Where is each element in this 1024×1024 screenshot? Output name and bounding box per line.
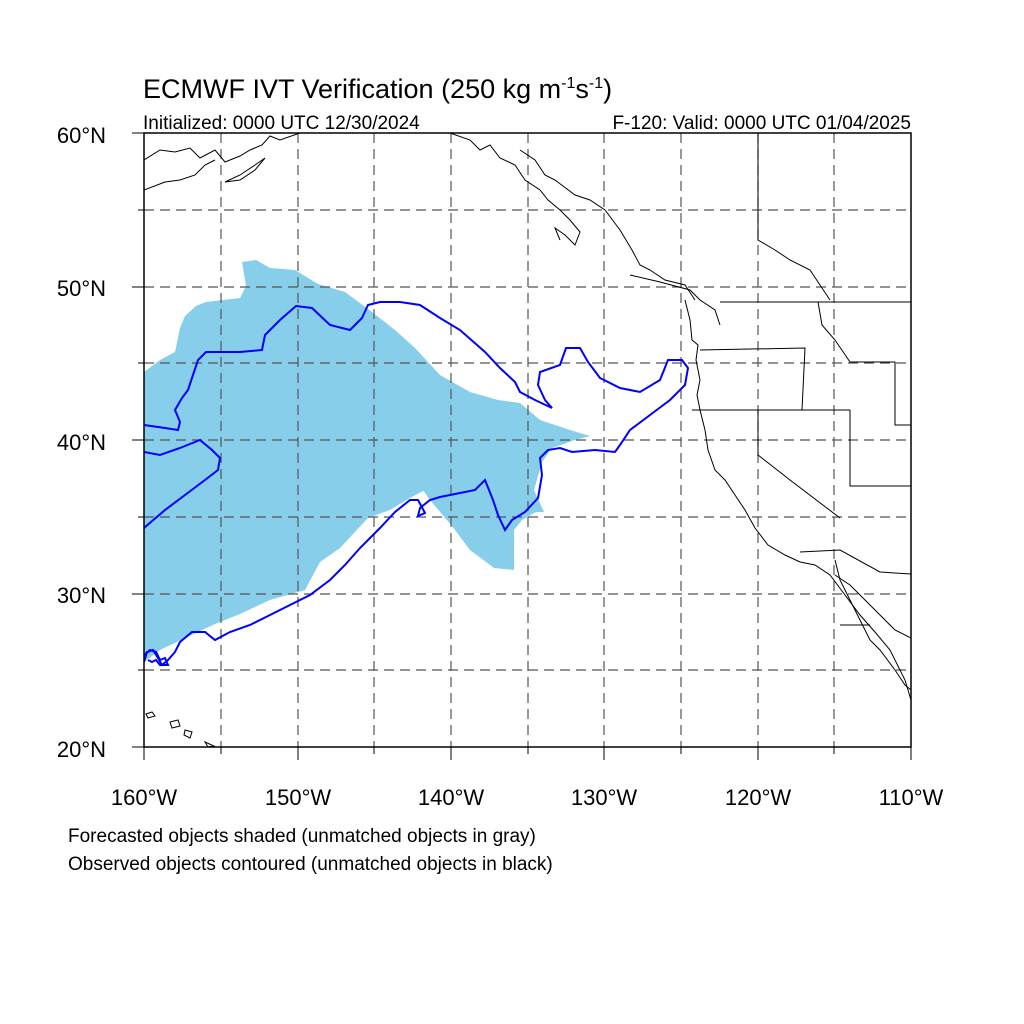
- lon-label-120w: 120°W: [725, 785, 792, 810]
- lat-label-40: 40°N: [57, 430, 106, 455]
- observed-ivt-contour-west: [144, 438, 222, 529]
- initialized-label: Initialized: 0000 UTC 12/30/2024: [143, 113, 420, 134]
- lon-label-110w: 110°W: [879, 785, 944, 810]
- forecast-gap: [372, 302, 550, 406]
- lon-label-130w: 130°W: [571, 785, 638, 810]
- observed-ivt-contour-hawaii: [144, 648, 170, 666]
- coastlines: [144, 133, 911, 747]
- legend-observed-caption: Observed objects contoured (unmatched ob…: [68, 854, 553, 875]
- lat-label-30: 30°N: [57, 583, 106, 608]
- lon-label-150w: 150°W: [265, 785, 332, 810]
- observed-ivt-contour: [144, 301, 690, 667]
- valid-label: F-120: Valid: 0000 UTC 01/04/2025: [612, 113, 911, 134]
- figure-title: ECMWF IVT Verification (250 kg m-1s-1): [143, 74, 612, 104]
- lat-label-50: 50°N: [57, 276, 106, 301]
- gridlines: [144, 133, 911, 747]
- forecast-ivt-object: [144, 260, 590, 662]
- lat-label-20: 20°N: [57, 737, 106, 762]
- legend-forecast-caption: Forecasted objects shaded (unmatched obj…: [68, 826, 536, 847]
- lon-label-160w: 160°W: [111, 785, 178, 810]
- lon-label-140w: 140°W: [418, 785, 485, 810]
- tick-marks: [132, 132, 912, 760]
- lat-label-60: 60°N: [57, 123, 106, 148]
